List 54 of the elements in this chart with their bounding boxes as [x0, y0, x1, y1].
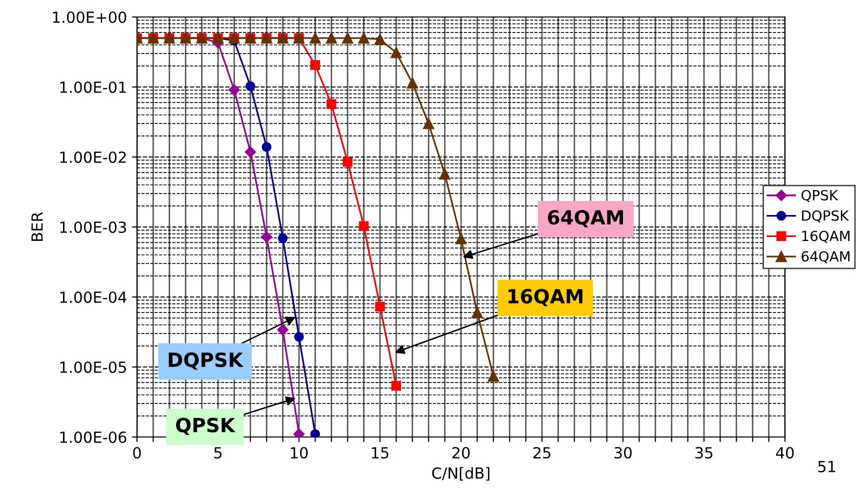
x-axis-title: C/N[dB] — [432, 467, 490, 481]
point — [326, 32, 337, 44]
x-tick-label: 0 — [133, 446, 141, 459]
point — [391, 380, 402, 391]
x-tick-label: 25 — [533, 446, 550, 459]
legend-label: 64QAM — [802, 251, 850, 264]
annotation: 16QAM — [508, 288, 582, 306]
y-tick-label: 1.00E-05 — [60, 361, 126, 374]
point — [278, 233, 288, 244]
point — [406, 77, 418, 89]
x-tick-label: 5 — [214, 447, 222, 459]
point — [277, 324, 288, 336]
annotation: QPSK — [176, 418, 236, 435]
x-tick-label: 20 — [452, 446, 470, 459]
point — [439, 168, 450, 180]
point — [326, 99, 336, 109]
point — [262, 142, 272, 152]
x-tick-label: 35 — [695, 446, 712, 459]
point — [472, 306, 483, 318]
y-tick-label: 1.00E+00 — [53, 11, 126, 24]
y-tick-label: 1.00E-02 — [60, 151, 126, 164]
point — [375, 302, 385, 312]
point — [260, 231, 272, 243]
x-tick-label: 10 — [290, 446, 308, 459]
y-tick-label: 1.00E-04 — [60, 291, 126, 304]
y-tick-label: 1.00E-06 — [60, 431, 126, 444]
point — [342, 32, 354, 44]
point — [390, 47, 402, 58]
x-tick-label: 15 — [372, 447, 388, 459]
y-axis-title: BER — [31, 212, 43, 241]
point — [310, 32, 321, 44]
x-tick-label: 30 — [614, 446, 632, 459]
y-tick-label: 1.00E-03 — [60, 221, 126, 234]
x-tick-label: 40 — [776, 446, 794, 459]
point — [310, 60, 320, 70]
legend-label: QPSK — [802, 190, 838, 202]
legend-label: 16QAM — [802, 230, 850, 243]
point — [228, 84, 240, 96]
point — [374, 34, 386, 45]
point — [358, 221, 369, 231]
annotation: 64QAM — [548, 210, 623, 228]
point — [423, 118, 434, 130]
point — [358, 32, 370, 44]
point — [310, 429, 320, 437]
point — [488, 370, 499, 382]
legend-label: DQPSK — [802, 210, 849, 222]
point — [246, 81, 256, 91]
point — [244, 146, 256, 158]
annotation: DQPSK — [168, 352, 244, 370]
point — [342, 157, 352, 167]
point — [294, 332, 304, 342]
text: 51 — [818, 461, 836, 472]
point — [455, 233, 467, 244]
y-tick-label: 1.00E-01 — [60, 81, 126, 94]
